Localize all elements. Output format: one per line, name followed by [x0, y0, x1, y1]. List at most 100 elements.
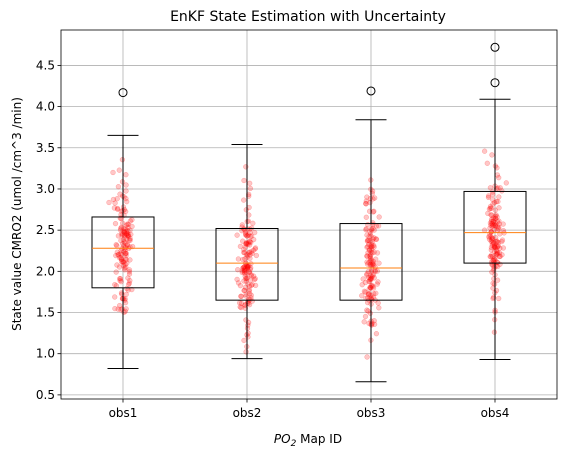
- y-tick-label: 1.0: [36, 347, 55, 361]
- jitter-point: [246, 212, 252, 218]
- jitter-point: [499, 188, 505, 194]
- jitter-point: [368, 244, 374, 250]
- jitter-point: [125, 228, 131, 234]
- jitter-point: [365, 237, 372, 244]
- jitter-point: [241, 287, 248, 293]
- jitter-point: [245, 264, 251, 270]
- jitter-point: [493, 239, 499, 245]
- jitter-point: [373, 256, 379, 262]
- jitter-point: [491, 256, 497, 262]
- jitter-point: [247, 255, 253, 262]
- jitter-point: [119, 296, 126, 302]
- jitter-point: [237, 283, 244, 289]
- x-tick-label: obs4: [481, 406, 510, 420]
- jitter-point: [368, 285, 374, 291]
- jitter-point: [241, 269, 248, 275]
- jitter-point: [247, 185, 254, 192]
- jitter-point: [241, 337, 247, 344]
- jitter-point: [111, 205, 118, 211]
- jitter-point: [247, 249, 253, 255]
- jitter-point: [494, 250, 501, 256]
- jitter-point: [488, 205, 495, 211]
- jitter-point: [112, 294, 118, 300]
- jitter-point: [125, 232, 132, 238]
- jitter-point: [493, 247, 500, 254]
- jitter-point: [241, 278, 247, 284]
- y-tick-label: 4.5: [36, 58, 55, 72]
- jitter-point: [371, 321, 378, 327]
- jitter-point: [123, 172, 129, 178]
- jitter-point: [113, 252, 119, 259]
- jitter-point: [129, 286, 135, 293]
- jitter-point: [124, 221, 131, 227]
- jitter-point: [368, 275, 374, 282]
- jitter-point: [123, 222, 130, 228]
- jitter-point: [117, 250, 124, 257]
- jitter-point: [493, 252, 500, 258]
- jitter-point: [490, 215, 496, 221]
- jitter-point: [239, 269, 245, 276]
- jitter-point: [246, 288, 252, 294]
- y-ticks: 0.5 1.0 1.5 2.0 2.5 3.0 3.5 4.0 4.5: [36, 58, 61, 402]
- jitter-point: [362, 279, 369, 286]
- jitter-point: [122, 267, 128, 273]
- jitter-points: [106, 148, 509, 360]
- jitter-point: [492, 244, 499, 251]
- outlier-point: [490, 42, 500, 52]
- x-axis-title-rest: Map ID: [296, 432, 342, 446]
- jitter-point: [248, 239, 254, 246]
- jitter-point: [245, 263, 251, 269]
- jitter-point: [238, 293, 244, 299]
- jitter-point: [362, 289, 368, 295]
- jitter-point: [486, 236, 493, 242]
- jitter-point: [246, 250, 252, 256]
- jitter-point: [481, 227, 488, 233]
- jitter-point: [369, 250, 376, 256]
- jitter-point: [370, 261, 376, 267]
- jitter-point: [367, 231, 374, 237]
- jitter-point: [115, 306, 121, 312]
- jitter-point: [235, 280, 242, 286]
- jitter-point: [369, 260, 375, 266]
- jitter-point: [367, 253, 373, 259]
- jitter-point: [369, 241, 375, 248]
- jitter-point: [244, 275, 250, 281]
- jitter-point: [490, 218, 496, 224]
- jitter-point: [121, 228, 127, 234]
- jitter-point: [375, 279, 381, 285]
- jitter-point: [365, 291, 371, 298]
- jitter-point: [121, 229, 127, 235]
- jitter-point: [363, 201, 369, 207]
- jitter-point: [369, 273, 376, 279]
- jitter-point: [368, 257, 374, 263]
- jitter-point: [367, 276, 374, 282]
- jitter-point: [127, 227, 133, 233]
- jitter-point: [242, 229, 249, 235]
- jitter-point: [124, 232, 130, 239]
- jitter-point: [242, 270, 248, 276]
- outlier-point: [366, 86, 376, 96]
- jitter-point: [488, 244, 495, 251]
- jitter-point: [494, 244, 500, 250]
- jitter-point: [234, 276, 240, 283]
- jitter-point: [121, 239, 127, 245]
- y-tick-label: 3.5: [36, 141, 55, 155]
- jitter-point: [124, 231, 130, 237]
- jitter-point: [242, 244, 249, 250]
- jitter-point: [121, 226, 127, 232]
- jitter-point: [487, 205, 493, 212]
- jitter-point: [489, 240, 495, 246]
- jitter-point: [243, 293, 249, 299]
- jitter-point: [249, 281, 255, 288]
- jitter-point: [246, 287, 253, 293]
- jitter-point: [242, 266, 249, 272]
- jitter-point: [364, 259, 370, 265]
- jitter-point: [491, 240, 497, 246]
- jitter-point: [114, 206, 121, 212]
- jitter-point: [488, 216, 495, 223]
- jitter-point: [122, 234, 128, 240]
- jitter-point: [370, 262, 376, 268]
- jitter-point: [118, 259, 125, 265]
- jitter-point: [368, 274, 375, 280]
